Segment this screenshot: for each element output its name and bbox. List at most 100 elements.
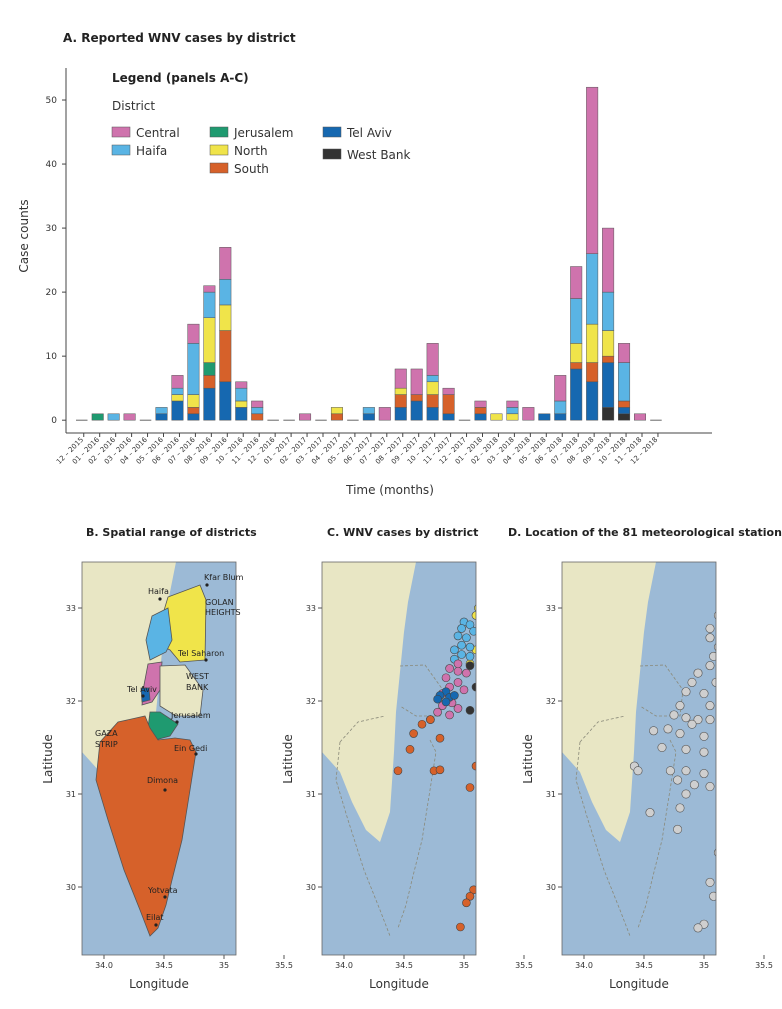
case-point-central [441, 673, 451, 683]
map-y-tick-label: 33 [306, 604, 316, 613]
case-point-haifa [465, 652, 475, 661]
case-point-north [514, 632, 522, 640]
bar-south-08-2016 [203, 375, 216, 389]
bar-central-08-2016 [203, 285, 216, 293]
map-y-tick-label: 33 [546, 604, 556, 613]
station-point [760, 632, 768, 640]
case-point-south [471, 761, 476, 771]
bar-haifa-10-2017 [426, 375, 439, 383]
bar-central-03-2016 [123, 413, 136, 421]
station-point [693, 923, 703, 933]
place-label-dimona: Dimona [147, 776, 178, 785]
place-label-bank: BANK [186, 683, 209, 692]
case-point-central [445, 664, 454, 673]
station-point [713, 848, 716, 857]
case-point-jerusalem [478, 716, 486, 724]
map-y-tick-label: 30 [306, 883, 316, 892]
case-point-north [508, 641, 516, 649]
bar-north-03-2018 [506, 413, 519, 421]
panel-b-y-label: Latitude [41, 734, 55, 783]
station-point [772, 581, 780, 589]
case-point-central [453, 659, 463, 669]
case-point-haifa [469, 626, 476, 636]
case-point-north [471, 611, 476, 620]
bar-south-09-2018 [602, 355, 615, 363]
bar-tel-aviv-01-2018 [474, 413, 487, 421]
station-point [663, 724, 673, 734]
bar-south-07-2018 [570, 362, 583, 370]
place-marker-haifa [158, 597, 162, 601]
station-point [673, 824, 683, 834]
bar-haifa-09-2016 [219, 279, 232, 306]
case-point-south [435, 733, 445, 743]
station-point [718, 717, 726, 725]
map-x-tick-label: 34.5 [635, 961, 653, 970]
legend-label-west-bank: West Bank [347, 148, 411, 162]
panel-d-ticks: 34.0 34.5 35 35.5 30 31 32 33 [546, 604, 773, 970]
bar-north-09-2018 [602, 330, 615, 357]
case-point-west-bank [465, 705, 475, 715]
legend-label-haifa: Haifa [136, 144, 167, 158]
station-point [709, 891, 716, 901]
case-point-central [445, 710, 454, 720]
place-label-tel-aviv: Tel Aviv [126, 685, 157, 694]
panel-a-y-ticks: 0 10 20 30 40 50 [46, 96, 66, 426]
bar-jerusalem-08-2016 [203, 362, 216, 376]
bar-south-08-2017 [394, 394, 407, 408]
bar-haifa-08-2018 [586, 253, 599, 325]
bar-haifa-07-2016 [187, 343, 200, 395]
panel-b-ticks: 34.0 34.5 35 35.5 30 31 32 33 [66, 604, 293, 970]
legend-label-tel-aviv: Tel Aviv [346, 126, 392, 140]
case-point-north [496, 637, 504, 645]
bar-haifa-02-2016 [107, 413, 120, 421]
legend-label-jerusalem: Jerusalem [233, 126, 293, 140]
case-point-central [459, 685, 469, 695]
station-point [730, 701, 738, 709]
station-point [675, 701, 685, 711]
case-point-north [490, 599, 498, 607]
bar-tel-aviv-07-2018 [570, 368, 583, 421]
bar-haifa-06-2017 [362, 407, 375, 415]
case-point-central [453, 678, 463, 687]
bar-tel-aviv-08-2017 [394, 407, 407, 421]
bar-tel-aviv-09-2018 [602, 362, 615, 408]
map-y-tick-label: 31 [546, 790, 556, 799]
map-y-tick-label: 30 [546, 883, 556, 892]
station-point [693, 715, 703, 725]
bar-north-04-2017 [330, 407, 343, 415]
station-point [705, 715, 715, 725]
case-point-south [478, 849, 486, 857]
legend-swatch-north [209, 144, 229, 156]
panel-d-y-label: Latitude [521, 734, 535, 783]
legend-swatch-south [209, 162, 229, 174]
station-point [675, 803, 685, 813]
station-point [705, 701, 715, 711]
bar-south-01-2018 [474, 407, 487, 415]
map-x-tick-label: 35 [219, 961, 229, 970]
station-point [772, 610, 780, 618]
bar-north-09-2016 [219, 304, 232, 331]
bar-haifa-09-2018 [602, 291, 615, 331]
panel-c-title: C. WNV cases by district [327, 526, 478, 539]
y-tick-label: 50 [46, 96, 58, 106]
station-point [687, 677, 697, 687]
station-point [742, 615, 750, 623]
station-point [742, 751, 750, 759]
map-x-tick-label: 34.0 [335, 961, 353, 970]
panel-a-bars [76, 86, 662, 421]
station-point [724, 674, 732, 682]
station-point [718, 692, 726, 700]
panel-d-x-label: Longitude [609, 977, 669, 991]
case-point-north [484, 615, 492, 623]
station-point [665, 766, 675, 776]
bar-south-08-2018 [586, 362, 599, 383]
bar-tel-aviv-05-2018 [538, 413, 551, 421]
bar-central-02-2017 [299, 413, 312, 421]
station-point [681, 713, 691, 723]
station-point [669, 710, 679, 720]
y-tick-label: 10 [46, 352, 58, 362]
bar-tel-aviv-05-2016 [155, 413, 168, 421]
panel-c-borders [335, 664, 444, 937]
legend-swatch-central [111, 126, 131, 138]
